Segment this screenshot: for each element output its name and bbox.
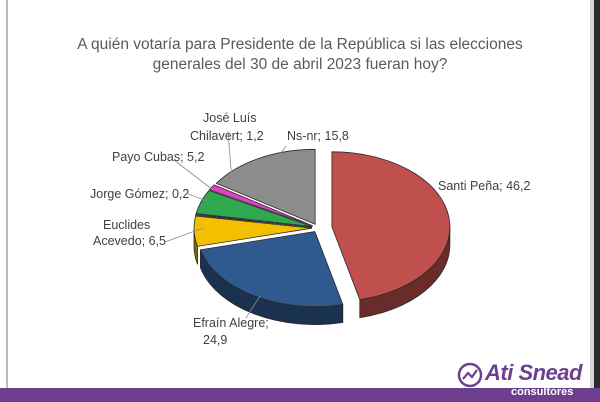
label-jose-luis-chilavert-line-2: Chilavert; 1,2 bbox=[190, 129, 264, 143]
leader-lines bbox=[164, 130, 287, 319]
right-edge-dark bbox=[594, 0, 600, 402]
label-euclides-acevedo-line-1: Euclides bbox=[103, 218, 150, 232]
brand-subtitle: consultores bbox=[511, 386, 574, 398]
label-jose-luis-chilavert-line-1: José Luís bbox=[203, 111, 257, 125]
chart-title-line-1: A quién votaría para Presidente de la Re… bbox=[77, 36, 523, 53]
slice-payo-cubas bbox=[195, 190, 313, 227]
label-euclides-acevedo-line-2: Acevedo; 6,5 bbox=[93, 234, 166, 248]
slice-jorge-g-mez bbox=[195, 213, 313, 228]
slice-santi-pe-a bbox=[331, 151, 451, 301]
label-ns-nr: Ns-nr; 15,8 bbox=[287, 129, 349, 143]
leader-line bbox=[227, 130, 233, 183]
label-efrain-alegre-line-2: 24,9 bbox=[203, 333, 227, 347]
leader-line bbox=[245, 295, 261, 319]
brand-name: Ati Snead bbox=[485, 360, 582, 385]
brand-logo: Ati Snead consultores bbox=[455, 358, 585, 402]
pie-slices bbox=[193, 148, 451, 325]
leader-line bbox=[269, 145, 287, 169]
slice-jos-lu-s-chilavert bbox=[208, 184, 314, 227]
footer-band bbox=[0, 388, 600, 402]
chart-title-line-2: generales del 30 de abril 2023 fueran ho… bbox=[152, 56, 448, 73]
left-divider bbox=[6, 0, 8, 402]
leader-line bbox=[164, 227, 204, 243]
slice-ns-nr bbox=[215, 148, 316, 225]
leader-line bbox=[187, 193, 208, 202]
label-santi-pena: Santi Peña; 46,2 bbox=[438, 179, 530, 193]
brand-icon bbox=[457, 362, 483, 388]
slice-efra-n-alegre bbox=[199, 231, 344, 307]
leader-line bbox=[173, 159, 214, 191]
label-efrain-alegre-line-1: Efraín Alegre; bbox=[193, 316, 269, 330]
label-payo-cubas: Payo Cubas; 5,2 bbox=[112, 150, 204, 164]
label-jorge-gomez: Jorge Gómez; 0,2 bbox=[90, 187, 189, 201]
